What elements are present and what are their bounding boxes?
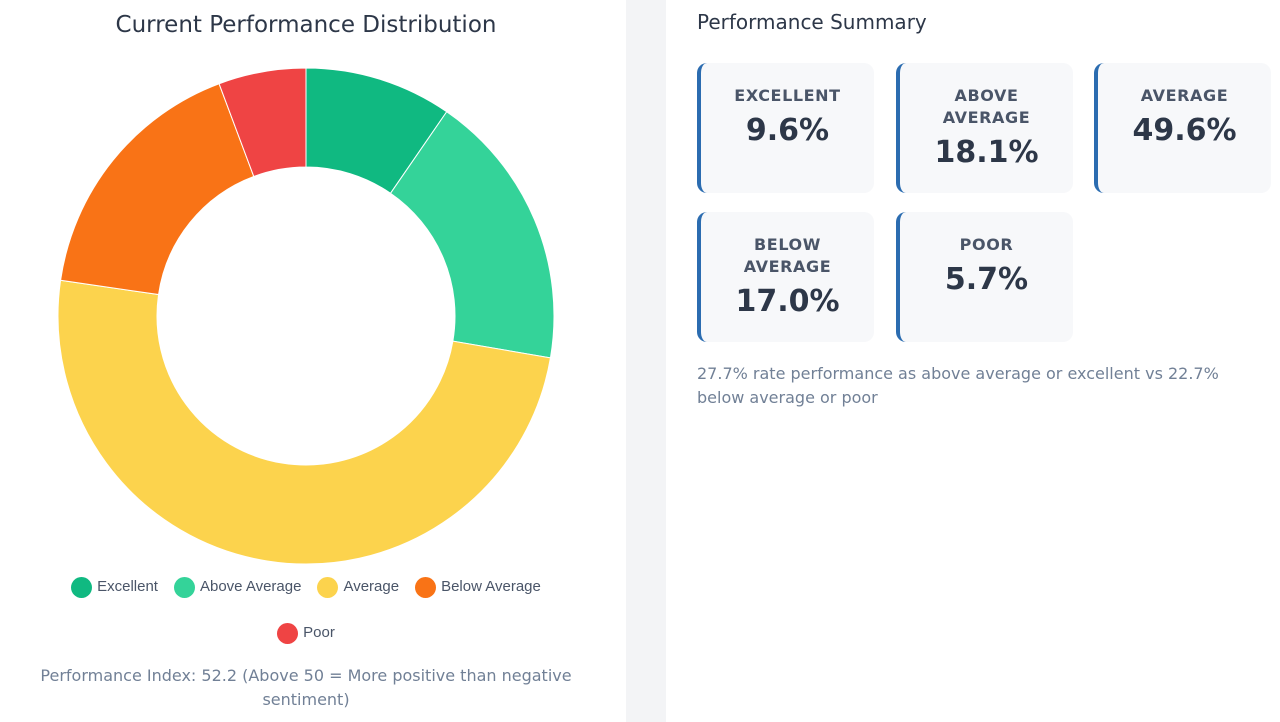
chart-title: Current Performance Distribution [115,12,497,38]
summary-note: 27.7% rate performance as above average … [697,364,1219,407]
card-value: 49.6% [1132,113,1237,148]
performance-index-note: Performance Index: 52.2 (Above 50 = More… [40,666,572,709]
legend-swatch-poor [277,622,299,644]
summary-card-poor: POOR 5.7% [896,212,1073,342]
legend-swatch-above-average [173,576,195,598]
legend-item-excellent[interactable]: Excellent [71,576,158,598]
card-value: 5.7% [944,262,1029,297]
card-label: EXCELLENT [734,86,841,105]
donut-slice-below-average[interactable] [60,83,255,296]
card-label: BELOW AVERAGE [743,235,832,276]
donut-slice-poor[interactable] [218,67,307,178]
legend-swatch-average [317,576,339,598]
summary-card-above-average: ABOVE AVERAGE 18.1% [896,63,1073,193]
legend-swatch-below-average [415,576,437,598]
legend-swatch-excellent [71,576,93,598]
summary-card-below-average: BELOW AVERAGE 17.0% [697,212,874,342]
card-label: ABOVE AVERAGE [942,86,1031,127]
legend-item-above-average[interactable]: Above Average [173,576,302,598]
card-label: AVERAGE [1140,86,1229,105]
legend-item-below-average[interactable]: Below Average [415,576,541,598]
summary-card-average: AVERAGE 49.6% [1094,63,1271,193]
card-value: 9.6% [745,113,830,148]
legend-item-average[interactable]: Average [317,576,399,598]
donut-slice-above-average[interactable] [389,111,555,359]
legend-label-excellent: Excellent [97,578,158,595]
card-value: 18.1% [934,135,1039,170]
chart-legend: Excellent Above Average Average Below Av… [30,576,582,644]
summary-panel: Performance Summary EXCELLENT 9.6% ABOVE… [666,0,1280,722]
legend-label-above-average: Above Average [199,578,302,595]
legend-item-poor[interactable]: Poor [277,622,335,644]
card-label: POOR [959,235,1014,254]
donut-slice-average[interactable] [57,279,552,565]
card-value: 17.0% [735,284,840,319]
legend-label-below-average: Below Average [441,578,541,595]
chart-panel: Current Performance Distribution Excelle… [0,0,626,722]
summary-card-excellent: EXCELLENT 9.6% [697,63,874,193]
donut-chart [57,67,555,565]
summary-title: Performance Summary [697,10,927,34]
legend-label-poor: Poor [303,624,335,641]
legend-label-average: Average [343,578,400,595]
